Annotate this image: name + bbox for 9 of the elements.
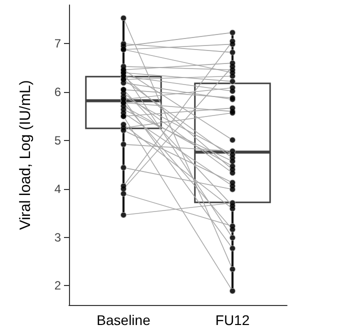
y-tick-label: 7 — [54, 36, 62, 51]
x-tick-label: FU12 — [215, 312, 250, 328]
y-tick-label: 2 — [54, 278, 62, 293]
y-axis-title: Viral load, Log (IU/mL) — [17, 80, 34, 230]
x-tick-label: Baseline — [96, 312, 151, 328]
y-tick-label: 4 — [54, 182, 62, 196]
y-tick-label: 3 — [54, 230, 62, 244]
y-tick-label: 5 — [54, 133, 62, 148]
y-tick-label: 6 — [54, 85, 62, 100]
